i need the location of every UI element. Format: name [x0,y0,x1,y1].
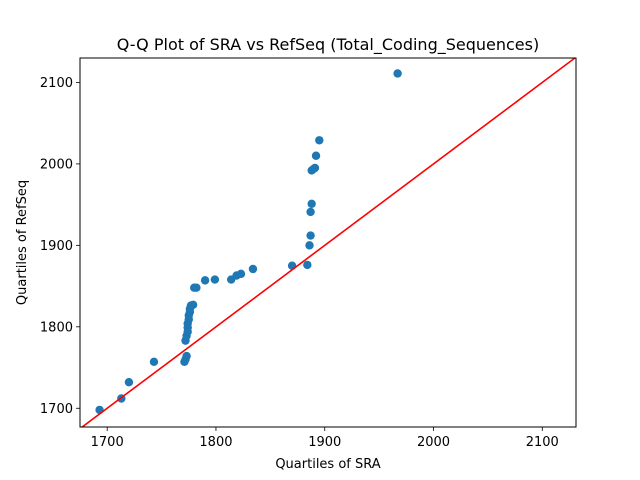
axes-frame [79,57,577,428]
data-point [311,151,321,160]
data-point [182,351,191,361]
x-tick-label: 2000 [417,435,450,450]
x-tick-label: 1700 [91,435,124,450]
y-tick-label: 1800 [40,320,73,335]
y-tick-label: 2100 [40,76,73,91]
x-tick-label: 1800 [199,435,232,450]
data-point [306,231,315,240]
reference-line [80,58,576,427]
data-point [149,357,159,367]
y-tick-label: 1700 [40,402,73,417]
data-point [124,377,134,387]
data-point [305,241,314,250]
data-point [303,260,312,270]
x-tick-label: 2100 [526,435,559,450]
y-tick-label: 2000 [40,157,73,172]
x-tick-label: 1900 [308,435,341,450]
data-point [192,283,201,292]
y-axis: 1700 1800 1900 2000 2100 [40,76,80,417]
y-axis-label: Quartiles of RefSeq [15,180,30,305]
x-axis-label: Quartiles of SRA [275,457,380,472]
plot-area [80,58,576,427]
data-point [287,261,297,270]
data-point [307,199,316,209]
data-point [248,264,258,274]
data-point [315,136,324,145]
data-point [188,300,198,310]
chart-title: Q-Q Plot of SRA vs RefSeq (Total_Coding_… [117,35,539,55]
y-tick-label: 1900 [40,239,73,254]
data-point [393,69,402,78]
x-axis: 1700 1800 1900 2000 2100 [91,427,559,450]
data-point [306,207,315,217]
data-point [200,276,210,285]
data-point [310,163,320,173]
data-point [95,405,104,415]
data-point [236,269,246,279]
data-point [210,275,220,284]
